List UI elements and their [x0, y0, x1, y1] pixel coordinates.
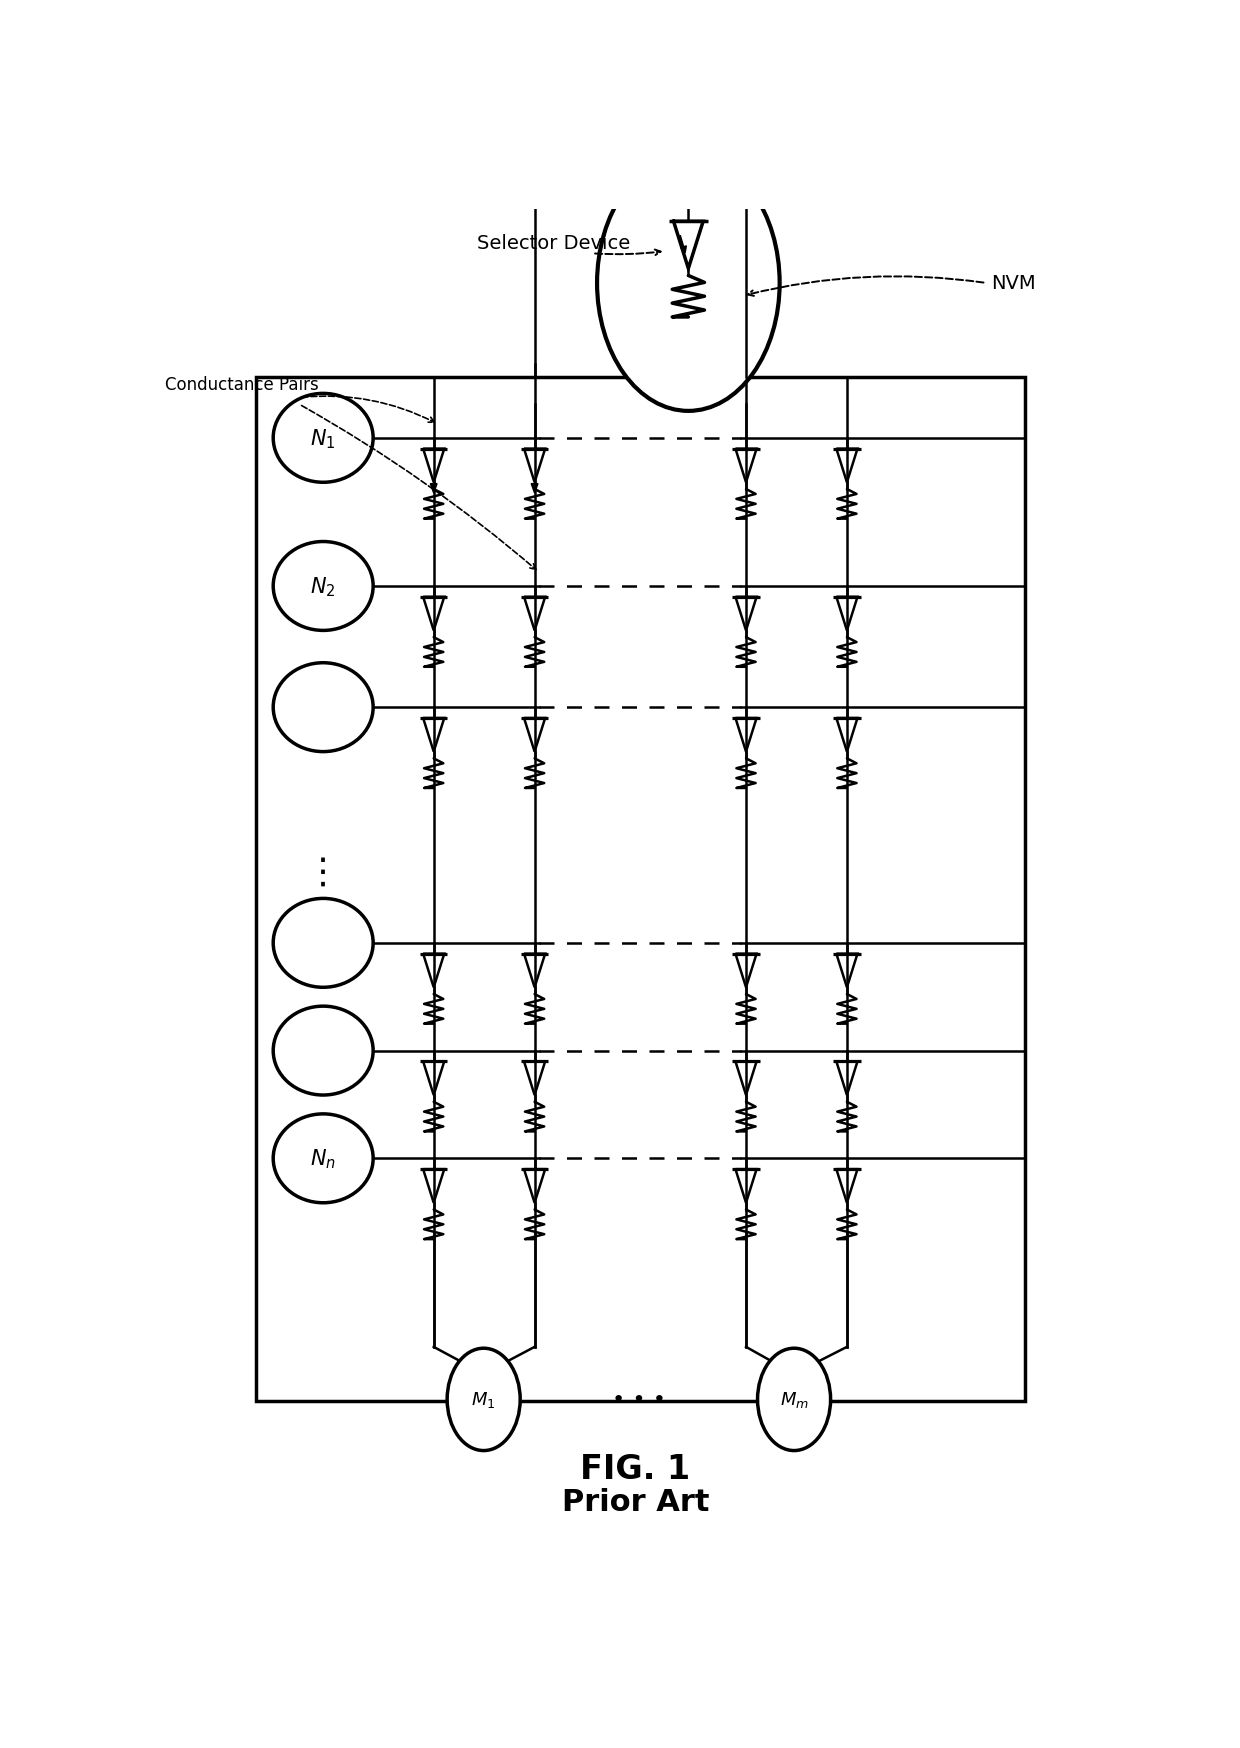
- Text: $N_n$: $N_n$: [310, 1147, 336, 1171]
- Ellipse shape: [598, 156, 780, 413]
- Text: $N_2$: $N_2$: [310, 575, 336, 598]
- Ellipse shape: [273, 662, 373, 752]
- Ellipse shape: [273, 393, 373, 482]
- Text: Prior Art: Prior Art: [562, 1488, 709, 1516]
- Ellipse shape: [758, 1348, 831, 1451]
- Ellipse shape: [273, 1007, 373, 1096]
- Ellipse shape: [273, 542, 373, 631]
- Text: $M_m$: $M_m$: [780, 1390, 808, 1409]
- Text: NVM: NVM: [991, 274, 1035, 294]
- Ellipse shape: [273, 1113, 373, 1203]
- Text: • • •: • • •: [611, 1390, 666, 1409]
- Ellipse shape: [273, 898, 373, 988]
- Text: $N_1$: $N_1$: [310, 427, 336, 451]
- Polygon shape: [430, 484, 436, 493]
- Text: Conductance Pairs: Conductance Pairs: [165, 376, 319, 393]
- Text: Selector Device: Selector Device: [477, 234, 630, 253]
- Polygon shape: [531, 484, 538, 493]
- Text: $M_1$: $M_1$: [471, 1390, 496, 1409]
- Ellipse shape: [448, 1348, 521, 1451]
- Bar: [255, 378, 1024, 1400]
- Text: ⋮: ⋮: [305, 857, 341, 890]
- Text: FIG. 1: FIG. 1: [580, 1453, 691, 1484]
